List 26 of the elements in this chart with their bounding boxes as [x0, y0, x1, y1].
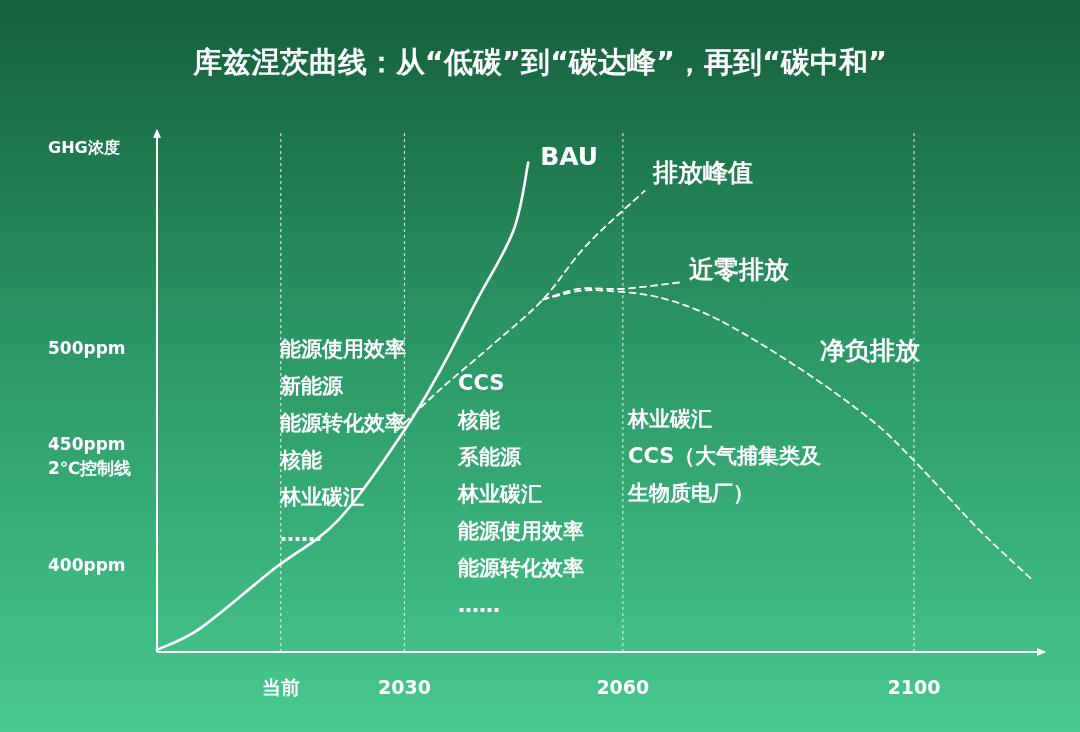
annotation: 能源使用效率: [280, 337, 406, 361]
y-axis-title: GHG浓度: [48, 138, 120, 157]
series-label: 净负排放: [820, 336, 922, 366]
y-tick-label: 500ppm: [48, 337, 126, 358]
chart-title: 库兹涅茨曲线：从“低碳”到“碳达峰”，再到“碳中和”: [191, 45, 888, 79]
annotation: 林业碳汇: [627, 407, 712, 431]
annotation: CCS: [458, 371, 505, 395]
annotation: 核能: [279, 448, 322, 472]
x-tick-label: 2030: [378, 676, 431, 698]
y-tick-label: 400ppm: [48, 555, 126, 575]
series-label: 排放峰值: [651, 157, 753, 187]
series-label: BAU: [540, 141, 599, 171]
annotation: 能源转化效率: [458, 556, 584, 580]
annotation: ……: [458, 593, 500, 617]
annotation: 系能源: [457, 445, 522, 469]
x-tick-label: 当前: [261, 676, 300, 698]
x-tick-label: 2060: [596, 676, 650, 698]
annotation: 能源转化效率: [280, 411, 406, 435]
x-tick-label: 2100: [887, 676, 941, 698]
annotation: 核能: [457, 408, 500, 432]
annotation: CCS（大气捕集类及生物质电厂）: [627, 444, 822, 505]
annotation: 新能源: [279, 374, 344, 398]
y-tick-label: 450ppm 2℃控制线: [48, 434, 132, 479]
annotation: 林业碳汇: [457, 482, 542, 506]
series-label: 近零排放: [689, 255, 791, 285]
annotation: 能源使用效率: [458, 519, 584, 543]
